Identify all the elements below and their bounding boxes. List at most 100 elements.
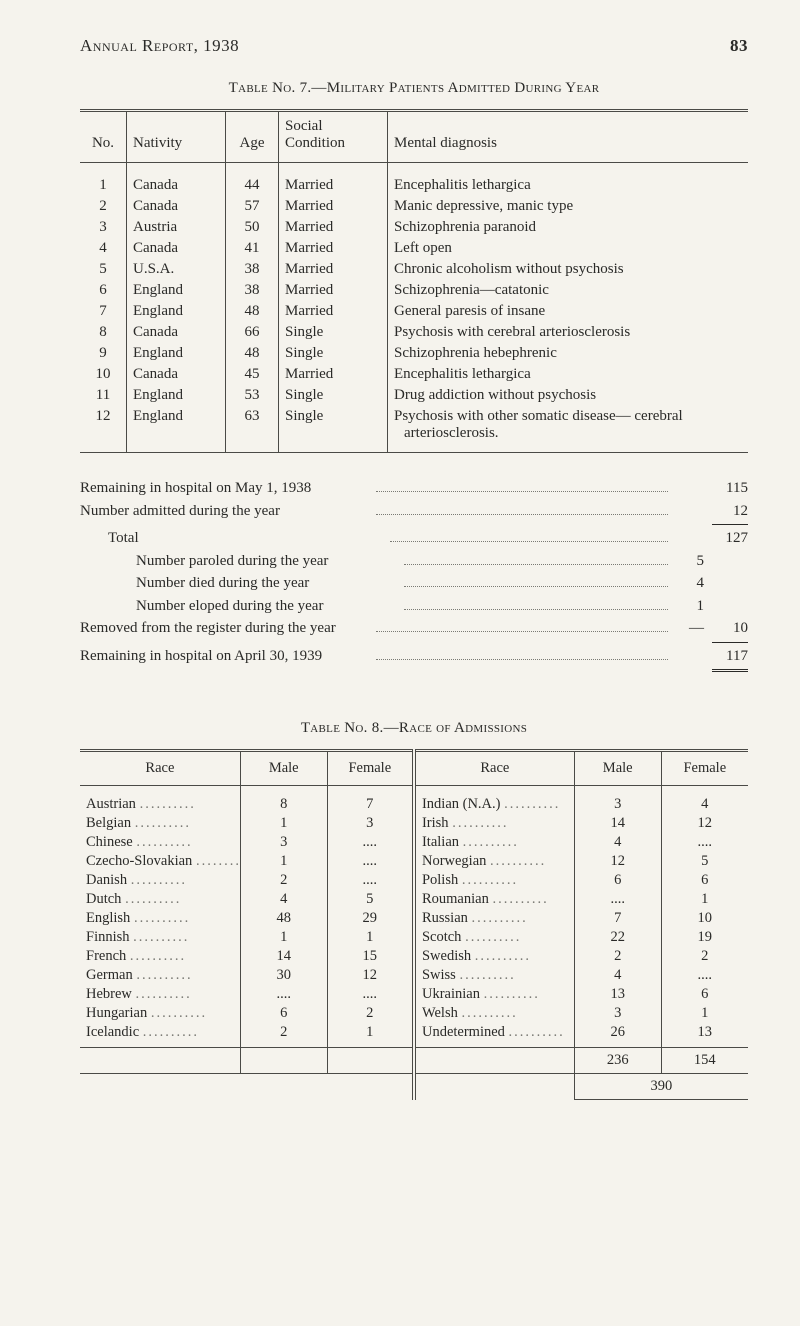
sum-col-a: 5 [672,550,704,573]
t8-cell-male: 4 [574,966,661,985]
t8-cell-female: 15 [327,947,414,966]
t7-cell-age: 66 [226,322,279,343]
sum-col-a: 1 [672,595,704,618]
t7-cell-age: 57 [226,196,279,217]
t8-cell-male: 26 [574,1023,661,1048]
sum-col-b: 10 [704,617,748,640]
t7-cell-age: 45 [226,364,279,385]
sum-col-a: — [672,617,704,640]
t8-cell-race: Irish .......... [414,814,574,833]
t7-cell-nat: Canada [127,364,226,385]
t8-cell-race: Ukrainian .......... [414,985,574,1004]
table8: Race Male Female Race Male Female Austri… [80,749,748,1100]
t7-cell-no: 9 [80,343,127,364]
t8-cell-male: 3 [574,1004,661,1023]
table7-caption-prefix: Table No. 7.— [229,80,327,96]
t8-cell-race: Belgian .......... [80,814,240,833]
t7-cell-age: 50 [226,217,279,238]
t7-cell-cond: Single [279,406,388,453]
t7-cell-no: 6 [80,280,127,301]
t8-grand-total: 390 [574,1074,748,1100]
t8-cell-female: .... [327,985,414,1004]
t7-cell-nat: U.S.A. [127,259,226,280]
t8-cell-male: 3 [240,833,327,852]
t7-cell-no: 10 [80,364,127,385]
t8-cell-female: .... [661,966,748,985]
t7-h-cond: Social Condition [279,111,388,163]
t7-cell-age: 38 [226,259,279,280]
t8-cell-female: 5 [327,890,414,909]
t7-cell-diag: Left open [388,238,749,259]
t8-h-fem-l: Female [327,751,414,786]
sum-label: Removed from the register during the yea… [80,617,372,640]
t7-cell-diag: Schizophrenia hebephrenic [388,343,749,364]
sum-label: Total [108,527,386,550]
t8-cell-race: Italian .......... [414,833,574,852]
t7-cell-nat: England [127,280,226,301]
t7-cell-diag: Drug addiction without psychosis [388,385,749,406]
table7: No. Nativity Age Social Condition Mental… [80,109,748,453]
t7-cell-no: 4 [80,238,127,259]
t8-cell-female: 29 [327,909,414,928]
t8-h-race-r: Race [414,751,574,786]
t8-cell-female: 7 [327,786,414,815]
leader-dots [376,621,668,633]
t7-cell-diag: Encephalitis lethargica [388,364,749,385]
t8-cell-male: 22 [574,928,661,947]
t7-cell-age: 48 [226,301,279,322]
t8-cell-female: 6 [661,871,748,890]
t8-cell-female: 2 [327,1004,414,1023]
sum-label: Number eloped during the year [136,595,400,618]
sum-rule [712,524,748,525]
leader-dots [404,598,668,610]
t8-cell-race: Danish .......... [80,871,240,890]
t8-total-female: 154 [661,1048,748,1074]
t7-cell-no: 5 [80,259,127,280]
t8-cell-female: 13 [661,1023,748,1048]
t7-cell-diag: Chronic alcoholism without psychosis [388,259,749,280]
t8-cell-male: 6 [574,871,661,890]
t8-cell-female: 10 [661,909,748,928]
t7-cell-no: 2 [80,196,127,217]
t7-cell-age: 63 [226,406,279,453]
sum-col-b: 117 [704,645,748,668]
t7-cell-diag: Psychosis with other somatic disease— ce… [388,406,749,453]
t8-cell-male: 4 [574,833,661,852]
t8-cell-female: 19 [661,928,748,947]
sum-rule [712,642,748,643]
sum-remaining-may: Remaining in hospital on May 1, 1938 115 [80,477,748,500]
t7-cell-diag: Schizophrenia—catatonic [388,280,749,301]
t7-h-cond-l2: Condition [285,135,345,151]
t8-cell-female: 6 [661,985,748,1004]
sum-paroled: Number paroled during the year 5 [80,550,748,573]
t7-h-nat: Nativity [127,111,226,163]
sum-label: Number admitted during the year [80,500,372,523]
t7-cell-cond: Married [279,280,388,301]
sum-label: Number paroled during the year [136,550,400,573]
leader-dots [404,553,668,565]
t7-cell-cond: Married [279,163,388,197]
sum-total: Total 127 [80,527,748,550]
t7-cell-no: 1 [80,163,127,197]
t7-cell-cond: Married [279,364,388,385]
t7-cell-nat: England [127,406,226,453]
sum-died: Number died during the year 4 [80,572,748,595]
t7-cell-nat: England [127,343,226,364]
t8-cell-race: Austrian .......... [80,786,240,815]
sum-col-b: 115 [704,477,748,500]
t8-cell-female: 2 [661,947,748,966]
leader-dots [376,503,668,515]
t7-cell-nat: Canada [127,238,226,259]
t8-cell-male: 30 [240,966,327,985]
table7-caption-text: Military Patients Admitted During Year [327,80,600,96]
t7-cell-no: 12 [80,406,127,453]
t8-cell-male: 4 [240,890,327,909]
t8-cell-female: 1 [327,928,414,947]
t8-total-male: 236 [574,1048,661,1074]
sum-removed: Removed from the register during the yea… [80,617,748,640]
t8-cell-female: 12 [327,966,414,985]
t7-cell-nat: Canada [127,163,226,197]
sum-col-b: 127 [704,527,748,550]
t7-cell-cond: Single [279,322,388,343]
t8-cell-race: Indian (N.A.) .......... [414,786,574,815]
